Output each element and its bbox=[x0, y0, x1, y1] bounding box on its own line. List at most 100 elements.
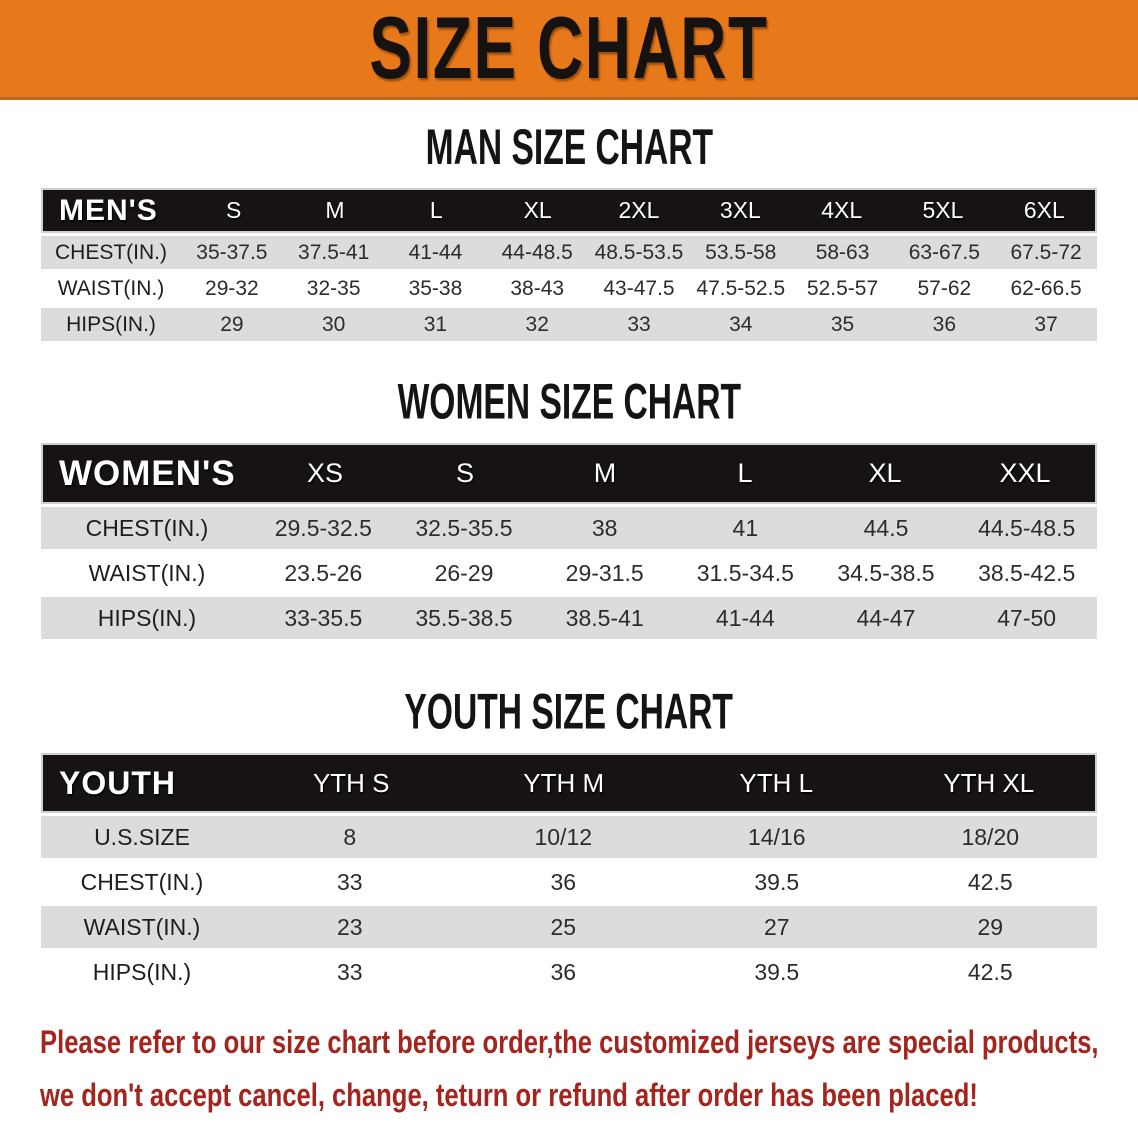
size-value: 26-29 bbox=[434, 559, 494, 586]
size-value: 42.5 bbox=[967, 868, 1013, 895]
disclaimer-line-1-text: Please refer to our size chart before or… bbox=[40, 1024, 1099, 1060]
column-header: L bbox=[737, 458, 753, 488]
column-header: 3XL bbox=[719, 197, 761, 223]
row-label: HIPS(IN.) bbox=[66, 312, 156, 336]
row-label: WAIST(IN.) bbox=[83, 913, 201, 940]
size-value: 35.5-38.5 bbox=[415, 604, 513, 631]
size-value: 18/20 bbox=[961, 823, 1020, 850]
column-header: XL bbox=[523, 197, 552, 223]
row-label: U.S.SIZE bbox=[94, 823, 190, 850]
size-value: 38-43 bbox=[510, 276, 565, 300]
size-value: 32-35 bbox=[306, 276, 361, 300]
youth-section-title: YOUTH SIZE CHART bbox=[0, 684, 1138, 741]
size-value: 44.5 bbox=[863, 514, 909, 541]
size-value: 23.5-26 bbox=[284, 559, 363, 586]
youth-section-title-text: YOUTH SIZE CHART bbox=[404, 684, 734, 741]
size-value: 36 bbox=[550, 868, 577, 895]
size-value: 37.5-41 bbox=[298, 240, 370, 264]
size-value: 35-38 bbox=[408, 276, 463, 300]
size-value: 41-44 bbox=[715, 604, 775, 631]
size-value: 23 bbox=[336, 913, 363, 940]
women-section-title-text: WOMEN SIZE CHART bbox=[397, 374, 741, 431]
column-header: XL bbox=[868, 458, 902, 488]
men-section-title-text: MAN SIZE CHART bbox=[425, 119, 713, 176]
size-value: 58-63 bbox=[815, 240, 870, 264]
table-corner-label: WOMEN'S bbox=[59, 453, 236, 493]
size-value: 41 bbox=[732, 514, 759, 541]
size-value: 35 bbox=[830, 312, 855, 336]
row-label: CHEST(IN.) bbox=[55, 240, 167, 264]
table-row: HIPS(IN.) 33-35.5 35.5-38.5 38.5-41 41-44 44-… bbox=[41, 597, 1097, 639]
women-section-title: WOMEN SIZE CHART bbox=[0, 374, 1138, 431]
table-row: U.S.SIZE 8 10/12 14/16 18/20 bbox=[41, 816, 1097, 858]
size-value: 14/16 bbox=[747, 823, 806, 850]
size-value: 33 bbox=[627, 312, 651, 336]
size-value: 25 bbox=[550, 913, 577, 940]
size-value: 32 bbox=[525, 312, 549, 336]
column-header: 5XL bbox=[922, 197, 964, 223]
column-header: YTH XL bbox=[943, 767, 1035, 798]
size-value: 36 bbox=[550, 958, 577, 985]
size-value: 41-44 bbox=[408, 240, 463, 264]
table-row: CHEST(IN.) 33 36 39.5 42.5 bbox=[41, 861, 1097, 903]
size-value: 37 bbox=[1034, 312, 1058, 336]
size-value: 38.5-41 bbox=[565, 604, 644, 631]
column-header: XXL bbox=[999, 458, 1051, 488]
size-value: 63-67.5 bbox=[908, 240, 980, 264]
row-label: HIPS(IN.) bbox=[92, 958, 192, 985]
disclaimer: Please refer to our size chart before or… bbox=[40, 1019, 1138, 1125]
size-value: 47-50 bbox=[997, 604, 1057, 631]
table-row: WAIST(IN.) 23 25 27 29 bbox=[41, 906, 1097, 948]
column-header: 6XL bbox=[1023, 197, 1065, 223]
size-value: 29 bbox=[220, 312, 244, 336]
size-value: 43-47.5 bbox=[603, 276, 675, 300]
size-value: 29.5-32.5 bbox=[274, 514, 372, 541]
column-header: XS bbox=[306, 458, 344, 488]
table-row: CHEST(IN.) 29.5-32.5 32.5-35.5 38 41 44.5 44.5… bbox=[41, 507, 1097, 549]
women-size-table: WOMEN'S XS S M L XL XXL CHEST(IN.) 29.5-32.5 32.5… bbox=[41, 443, 1097, 639]
size-value: 33 bbox=[336, 958, 363, 985]
table-corner-label: YOUTH bbox=[59, 764, 176, 801]
men-size-table: MEN'S S M L XL 2XL 3XL 4XL 5XL 6XL CHEST(IN.) 35-37… bbox=[41, 188, 1097, 341]
column-header: S bbox=[225, 197, 242, 223]
row-label: CHEST(IN.) bbox=[80, 868, 204, 895]
size-value: 31.5-34.5 bbox=[696, 559, 794, 586]
table-header-row: MEN'S S M L XL 2XL 3XL 4XL 5XL 6XL bbox=[41, 188, 1097, 233]
size-value: 52.5-57 bbox=[806, 276, 879, 300]
column-header: M bbox=[325, 197, 345, 223]
size-value: 67.5-72 bbox=[1010, 240, 1082, 264]
disclaimer-line-1: Please refer to our size chart before or… bbox=[40, 1019, 1138, 1072]
size-value: 27 bbox=[763, 913, 790, 940]
row-label: CHEST(IN.) bbox=[85, 514, 209, 541]
size-value: 8 bbox=[343, 823, 357, 850]
row-label: WAIST(IN.) bbox=[88, 559, 206, 586]
column-header: M bbox=[593, 458, 617, 488]
size-value: 34.5-38.5 bbox=[837, 559, 935, 586]
row-label: HIPS(IN.) bbox=[97, 604, 197, 631]
size-value: 29-31.5 bbox=[565, 559, 644, 586]
column-header: YTH M bbox=[523, 767, 605, 798]
size-value: 31 bbox=[423, 312, 448, 336]
table-row: CHEST(IN.) 35-37.5 37.5-41 41-44 44-48.5 48.5… bbox=[41, 236, 1097, 269]
column-header: 4XL bbox=[821, 197, 863, 223]
column-header: YTH S bbox=[312, 767, 390, 798]
size-value: 38 bbox=[591, 514, 618, 541]
disclaimer-line-2: we don't accept cancel, change, teturn o… bbox=[40, 1072, 1138, 1125]
size-value: 34 bbox=[729, 312, 753, 336]
men-section-title: MAN SIZE CHART bbox=[0, 119, 1138, 176]
size-value: 33-35.5 bbox=[284, 604, 363, 631]
row-label: WAIST(IN.) bbox=[57, 276, 165, 300]
size-value: 62-66.5 bbox=[1010, 276, 1082, 300]
size-value: 53.5-58 bbox=[705, 240, 777, 264]
youth-size-table: YOUTH YTH S YTH M YTH L YTH XL U.S.SIZE 8 10/12… bbox=[41, 753, 1097, 993]
table-header-row: YOUTH YTH S YTH M YTH L YTH XL bbox=[41, 753, 1097, 813]
size-value: 33 bbox=[336, 868, 363, 895]
size-value: 44-48.5 bbox=[501, 240, 573, 264]
table-row: HIPS(IN.) 29 30 31 32 33 34 35 36 37 bbox=[41, 308, 1097, 341]
size-value: 10/12 bbox=[534, 823, 593, 850]
size-value: 35-37.5 bbox=[196, 240, 268, 264]
size-value: 57-62 bbox=[917, 276, 972, 300]
size-value: 39.5 bbox=[754, 958, 800, 985]
table-row: HIPS(IN.) 33 36 39.5 42.5 bbox=[41, 951, 1097, 993]
